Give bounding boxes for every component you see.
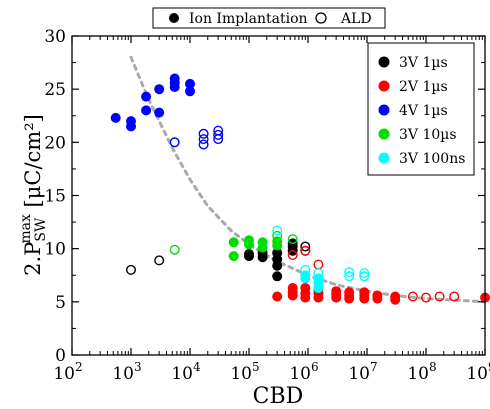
data-point-filled — [272, 236, 283, 247]
data-point-open — [344, 267, 355, 278]
data-point-open — [359, 268, 370, 279]
data-point-open — [449, 291, 460, 302]
legend-series-label: 2V 1µs — [399, 79, 448, 95]
x-tick-label: 106 — [289, 360, 318, 384]
y-tick-label: 25 — [44, 80, 66, 100]
y-tick-label: 15 — [44, 187, 66, 207]
x-tick-label: 108 — [407, 360, 436, 384]
data-point-open — [287, 249, 298, 260]
legend-ald-label: ALD — [340, 11, 372, 27]
x-axis: 102 103 104 105 106 107 108 109 — [53, 36, 490, 384]
data-point-open — [198, 128, 209, 139]
legend-series-label: 3V 1µs — [399, 55, 448, 71]
legend-series-label: 4V 1µs — [399, 103, 448, 119]
y-tick-label: 20 — [44, 133, 66, 153]
data-point-filled — [272, 291, 283, 302]
data-point-filled — [300, 283, 311, 293]
data-point-open — [272, 225, 283, 236]
legend-ion-implantation-label: Ion Implantation — [189, 11, 308, 27]
legend-series-label: 3V 10µs — [399, 127, 457, 143]
data-point-open — [213, 129, 224, 140]
data-point-filled — [110, 112, 121, 123]
data-point-filled — [244, 249, 254, 259]
data-point-filled — [244, 235, 254, 246]
data-point-open — [272, 230, 283, 241]
y-tick-label: 30 — [44, 27, 66, 47]
data-point-open — [287, 234, 298, 245]
marker-legend-box — [152, 7, 386, 29]
data-point-filled — [141, 105, 152, 116]
y-axis-label-subscript: SW — [33, 217, 49, 242]
y-tick-label: 5 — [55, 293, 66, 313]
data-point-filled — [154, 84, 165, 95]
y-tick-label: 10 — [44, 240, 66, 260]
legend-series-marker — [378, 128, 390, 140]
y-axis-label-superscript: max — [18, 214, 34, 244]
data-point-open — [344, 271, 355, 282]
data-point-open — [407, 291, 418, 302]
x-tick-label: 109 — [466, 360, 490, 384]
y-axis: 0 5 10 15 20 25 30 — [44, 27, 485, 366]
x-tick-label: 103 — [112, 360, 141, 384]
data-point-filled — [154, 107, 165, 118]
data-point-open — [154, 255, 165, 266]
data-point-open — [434, 291, 445, 302]
data-point-open — [313, 259, 324, 270]
legend-series-marker — [378, 152, 390, 164]
legend-filled-marker — [169, 13, 179, 23]
data-point-filled — [272, 271, 283, 282]
legend-series-label: 3V 100ns — [399, 151, 465, 167]
data-point-open — [300, 245, 311, 256]
data-point-open — [198, 139, 209, 150]
data-point-filled — [228, 237, 239, 248]
data-point-filled — [372, 290, 383, 301]
legend-series-marker — [378, 56, 390, 68]
x-tick-label: 102 — [53, 360, 82, 384]
data-point-filled — [126, 116, 136, 127]
legend-series-marker — [378, 104, 390, 116]
x-tick-label: 104 — [171, 360, 201, 384]
data-point-open — [313, 268, 324, 279]
data-point-open — [213, 125, 224, 136]
data-point-open — [300, 264, 311, 275]
data-points-layer — [110, 73, 490, 305]
data-point-filled — [359, 287, 370, 298]
data-point-filled — [344, 287, 355, 298]
series-legend: 3V 1µs 2V 1µs 4V 1µs 3V 10µs 3V 100ns — [367, 42, 475, 176]
legend-open-marker — [315, 12, 327, 24]
y-axis-label-main: 2.P — [21, 242, 45, 276]
data-point-open — [198, 134, 209, 145]
x-tick-label: 107 — [348, 360, 377, 384]
data-point-filled — [228, 251, 239, 262]
data-point-open — [359, 271, 370, 282]
data-point-open — [169, 244, 180, 255]
data-point-filled — [185, 78, 195, 89]
svg-text:2.PSWmax [μC/cm²]: 2.PSWmax [μC/cm²] — [18, 114, 49, 276]
data-point-filled — [331, 286, 342, 297]
data-point-open — [169, 137, 180, 148]
data-point-filled — [390, 291, 401, 302]
data-point-open — [125, 264, 136, 275]
data-point-filled — [272, 247, 283, 258]
data-point-filled — [185, 86, 195, 97]
x-axis-label: CBD — [253, 384, 304, 409]
x-tick-label: 105 — [230, 360, 259, 384]
data-point-open — [421, 292, 432, 303]
data-point-open — [300, 241, 311, 252]
y-tick-label: 0 — [55, 346, 66, 366]
data-point-filled — [313, 273, 324, 284]
y-axis-label-unit: [μC/cm²] — [21, 114, 45, 214]
data-point-filled — [287, 283, 298, 293]
y-axis-label: 2.PSWmax [μC/cm²] — [18, 114, 49, 276]
legend-series-marker — [378, 80, 390, 92]
data-point-filled — [169, 73, 180, 84]
data-point-filled — [141, 91, 152, 102]
data-point-filled — [257, 237, 268, 248]
marker-legend: Ion Implantation ALD — [152, 7, 386, 29]
